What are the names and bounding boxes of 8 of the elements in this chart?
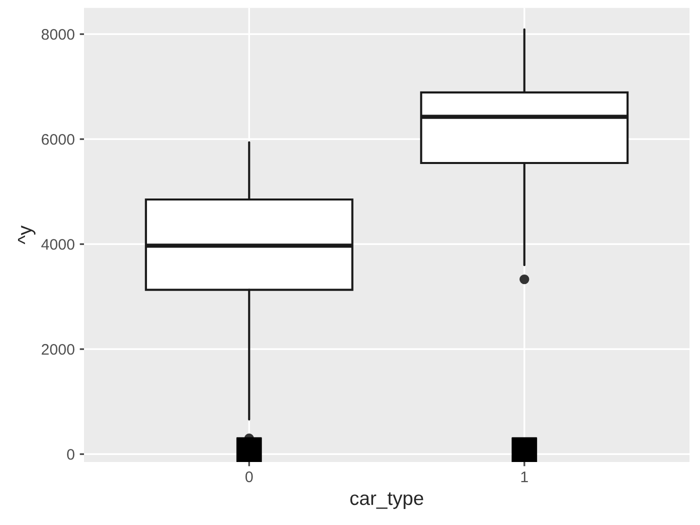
x-tick-label: 1 [521, 472, 528, 482]
y-tick-label: 2000 [42, 344, 74, 355]
y-tick-label: 4000 [41, 238, 74, 250]
y-tick-label: 6000 [42, 134, 74, 145]
x-axis-title: car_type [350, 492, 424, 509]
y-axis-title: ^y [18, 226, 36, 244]
y-tick-label: 8000 [42, 28, 74, 40]
y-tick-label: 0 [67, 448, 74, 460]
